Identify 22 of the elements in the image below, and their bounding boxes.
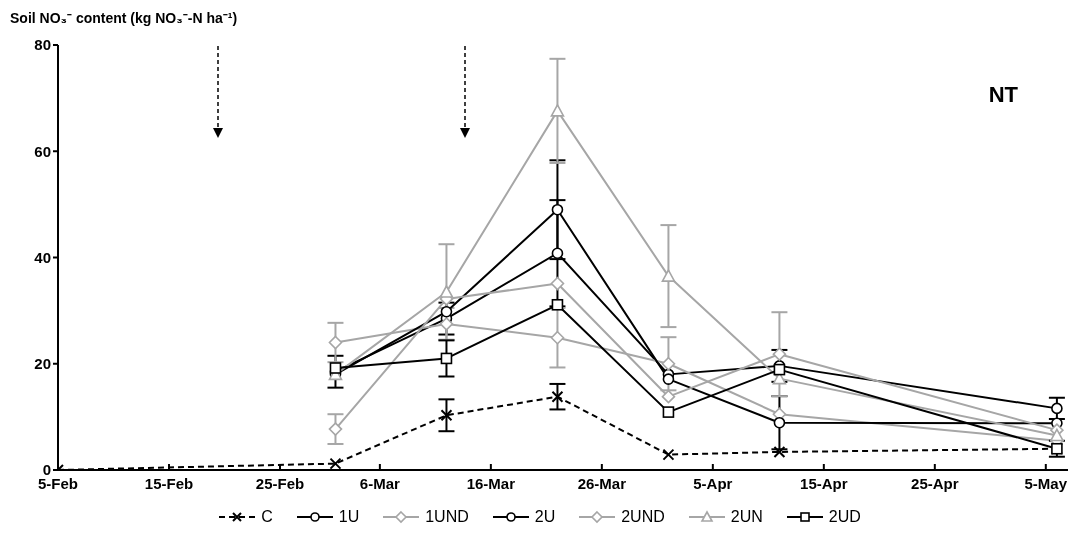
x-tick-label: 6-Mar — [359, 474, 401, 492]
y-tick-label: 60 — [34, 142, 51, 160]
legend-label: 2U — [534, 508, 556, 526]
x-tick-label: 5-Apr — [693, 474, 733, 492]
legend-label: 1UND — [425, 508, 469, 526]
legend-label: 1U — [338, 508, 360, 526]
legend-label: 2UN — [730, 508, 763, 526]
y-tick-label: 20 — [34, 355, 51, 373]
y-tick-label: 80 — [34, 36, 51, 54]
legend-label: C — [261, 508, 273, 526]
x-tick-label: 25-Apr — [911, 474, 959, 492]
x-tick-label: 16-Mar — [466, 474, 516, 492]
y-axis-title: Soil NO₃⁻ content (kg NO₃⁻-N ha⁻¹) — [9, 9, 239, 28]
x-tick-label: 15-Feb — [144, 474, 194, 492]
x-tick-label: 26-Mar — [577, 474, 627, 492]
x-tick-label: 25-Feb — [255, 474, 305, 492]
legend-label: 2UND — [621, 508, 665, 526]
x-tick-label: 15-Apr — [800, 474, 848, 492]
x-tick-label: 5-May — [1024, 474, 1068, 492]
legend-label: 2UD — [828, 508, 861, 526]
y-tick-label: 40 — [34, 248, 51, 266]
annotation: NT — [988, 82, 1019, 107]
